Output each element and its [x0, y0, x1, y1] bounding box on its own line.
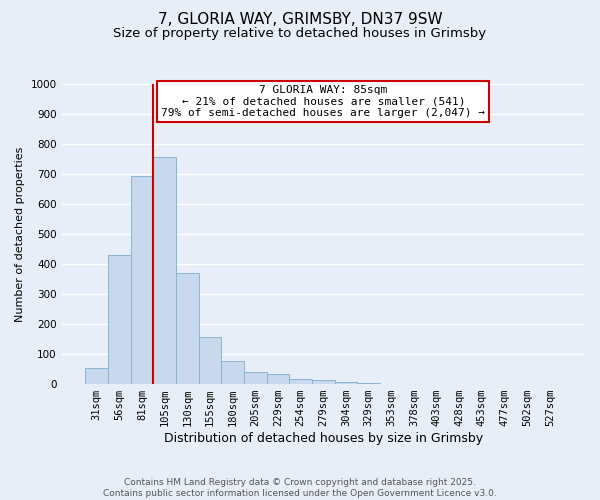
X-axis label: Distribution of detached houses by size in Grimsby: Distribution of detached houses by size … — [164, 432, 483, 445]
Bar — [199, 337, 221, 384]
Bar — [244, 372, 266, 384]
Bar — [154, 157, 176, 384]
Text: Size of property relative to detached houses in Grimsby: Size of property relative to detached ho… — [113, 28, 487, 40]
Text: 7 GLORIA WAY: 85sqm
← 21% of detached houses are smaller (541)
79% of semi-detac: 7 GLORIA WAY: 85sqm ← 21% of detached ho… — [161, 84, 485, 118]
Bar — [289, 378, 312, 384]
Bar — [176, 273, 199, 384]
Text: Contains HM Land Registry data © Crown copyright and database right 2025.
Contai: Contains HM Land Registry data © Crown c… — [103, 478, 497, 498]
Y-axis label: Number of detached properties: Number of detached properties — [15, 146, 25, 322]
Bar — [221, 362, 244, 384]
Bar — [266, 374, 289, 384]
Bar — [108, 255, 131, 384]
Bar — [85, 368, 108, 384]
Bar — [335, 382, 357, 384]
Bar — [131, 176, 154, 384]
Bar — [312, 380, 335, 384]
Text: 7, GLORIA WAY, GRIMSBY, DN37 9SW: 7, GLORIA WAY, GRIMSBY, DN37 9SW — [158, 12, 442, 28]
